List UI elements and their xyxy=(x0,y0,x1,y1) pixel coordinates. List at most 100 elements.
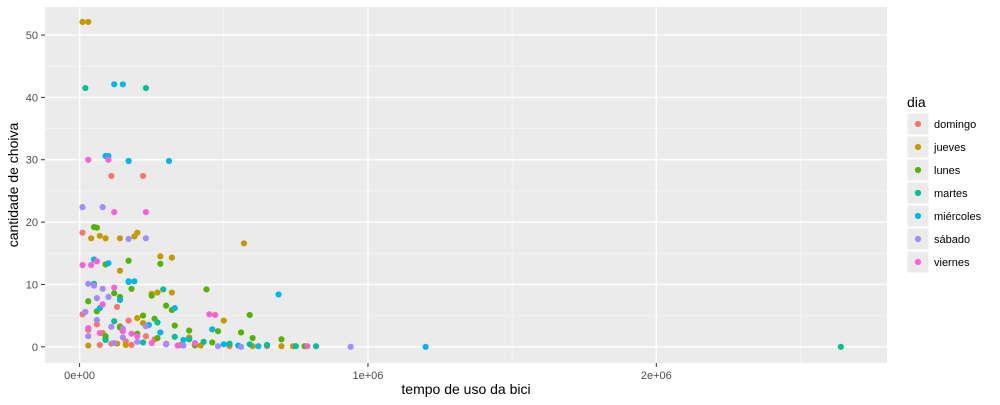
data-point xyxy=(85,280,92,287)
data-point xyxy=(85,342,92,349)
data-point xyxy=(88,262,95,269)
legend-key-point xyxy=(914,235,922,243)
x-tick-label: 1e+06 xyxy=(353,370,384,382)
legend-label: sábado xyxy=(934,234,970,246)
data-point xyxy=(246,311,253,319)
data-point xyxy=(111,209,118,216)
data-point xyxy=(139,312,147,319)
data-point xyxy=(131,278,138,285)
data-point xyxy=(237,329,245,336)
data-point xyxy=(168,254,175,261)
data-point xyxy=(171,305,178,312)
data-point xyxy=(255,343,262,350)
data-point xyxy=(116,296,124,304)
data-point xyxy=(160,286,167,293)
data-point xyxy=(96,341,103,349)
data-point xyxy=(108,323,115,330)
data-point xyxy=(157,253,164,260)
data-point xyxy=(148,339,155,347)
data-point xyxy=(93,224,101,231)
data-point xyxy=(93,316,101,324)
data-point xyxy=(134,338,141,345)
legend-key-point xyxy=(914,212,922,220)
data-point xyxy=(209,339,216,346)
data-point xyxy=(142,84,150,92)
data-point xyxy=(139,172,147,180)
y-tick-label: 40 xyxy=(26,92,38,104)
data-point xyxy=(191,339,199,347)
legend-label: miércoles xyxy=(934,211,982,223)
data-point xyxy=(125,257,132,264)
data-point xyxy=(174,342,181,349)
data-point xyxy=(171,333,178,340)
legend-label: jueves xyxy=(933,142,966,154)
data-point xyxy=(85,18,92,26)
data-point xyxy=(113,303,121,310)
minor-gridlines xyxy=(45,7,887,363)
data-point xyxy=(249,334,256,342)
data-point xyxy=(116,235,124,242)
data-point xyxy=(240,240,248,247)
data-point xyxy=(119,81,126,88)
data-point xyxy=(128,341,135,349)
data-point xyxy=(139,339,147,346)
data-point xyxy=(85,324,92,332)
data-point xyxy=(99,204,106,211)
legend-label: lunes xyxy=(934,165,961,177)
data-point xyxy=(214,343,222,350)
data-point xyxy=(312,343,320,350)
data-point xyxy=(128,285,135,292)
data-point xyxy=(125,235,132,243)
data-point xyxy=(105,260,112,267)
data-point xyxy=(171,322,178,329)
data-point xyxy=(125,157,132,165)
data-point xyxy=(142,323,150,330)
y-tick-label: 10 xyxy=(26,279,38,291)
data-point xyxy=(206,311,213,318)
data-point xyxy=(220,317,227,324)
data-point xyxy=(837,343,844,350)
data-point xyxy=(90,282,98,289)
data-point xyxy=(105,293,112,301)
data-point xyxy=(422,343,429,350)
legend-key-point xyxy=(914,143,922,151)
data-point xyxy=(200,338,207,345)
data-point xyxy=(134,315,141,322)
data-point xyxy=(93,258,101,265)
data-point xyxy=(79,229,86,236)
data-point xyxy=(125,278,132,286)
data-point xyxy=(180,342,187,349)
legend-key-point xyxy=(914,258,922,266)
data-point xyxy=(79,18,86,26)
data-point xyxy=(111,81,118,88)
data-point xyxy=(275,291,282,298)
data-point xyxy=(165,157,173,165)
legend-items: domingo jueves lunes martes miércoles sábado v… xyxy=(906,112,982,274)
data-point xyxy=(154,334,161,342)
legend-label: martes xyxy=(934,188,968,200)
data-point xyxy=(212,311,219,319)
data-point xyxy=(278,336,285,343)
data-point xyxy=(142,209,150,216)
data-point xyxy=(163,341,170,348)
data-point xyxy=(292,343,299,350)
data-point xyxy=(102,235,109,242)
data-point xyxy=(134,333,141,340)
legend-key-point xyxy=(914,166,922,174)
x-axis-title: tempo de uso da bici xyxy=(401,381,530,397)
data-point xyxy=(93,321,101,328)
data-point xyxy=(347,343,354,350)
data-point xyxy=(111,339,118,347)
data-point xyxy=(157,260,164,267)
y-tick-label: 0 xyxy=(32,342,38,354)
data-point xyxy=(186,336,193,343)
data-point xyxy=(79,262,86,269)
data-point xyxy=(186,327,193,334)
data-point xyxy=(93,295,101,302)
data-point xyxy=(99,301,106,308)
data-point xyxy=(226,340,233,347)
data-point xyxy=(142,235,150,242)
data-point xyxy=(220,341,227,348)
data-point xyxy=(203,286,210,293)
